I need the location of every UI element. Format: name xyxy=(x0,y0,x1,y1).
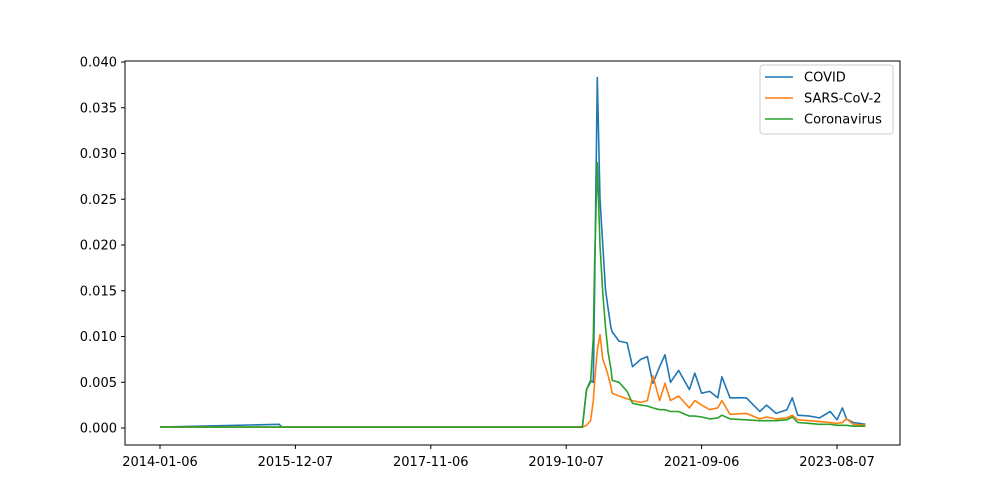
series-layer xyxy=(159,76,866,428)
y-tick-label: 0.035 xyxy=(80,101,117,116)
y-tick-label: 0.020 xyxy=(80,239,117,254)
y-tick-label: 0.025 xyxy=(80,193,117,208)
x-tick-label: 2017-11-06 xyxy=(393,455,469,470)
series-line-covid xyxy=(159,76,866,428)
y-axis: 0.000 0.005 0.010 0.015 0.020 0.025 0.030 0.035… xyxy=(80,56,125,437)
series-line-sars-cov-2 xyxy=(160,333,866,428)
x-tick-label: 2014-01-06 xyxy=(122,455,198,470)
x-tick-label: 2021-09-06 xyxy=(664,455,740,470)
y-tick-label: 0.010 xyxy=(80,330,117,345)
axes-frame xyxy=(124,60,901,446)
legend-label: SARS-CoV-2 xyxy=(804,92,882,107)
y-tick-label: 0.015 xyxy=(80,284,117,299)
y-tick-label: 0.040 xyxy=(80,56,117,71)
y-tick-label: 0.000 xyxy=(80,422,117,437)
x-axis: 2014-01-06 2015-12-07 2017-11-06 2019-10-07… xyxy=(122,445,875,470)
x-tick-label: 2015-12-07 xyxy=(258,455,334,470)
y-tick-label: 0.005 xyxy=(80,376,117,391)
legend: COVID SARS-CoV-2 Coronavirus xyxy=(759,64,894,135)
legend-label: COVID xyxy=(804,71,846,86)
legend-box xyxy=(759,64,894,135)
legend-label: Coronavirus xyxy=(804,113,882,128)
series-line-coronavirus xyxy=(160,161,866,428)
x-tick-label: 2019-10-07 xyxy=(528,455,604,470)
x-tick-label: 2023-08-07 xyxy=(799,455,875,470)
y-tick-label: 0.030 xyxy=(80,147,117,162)
